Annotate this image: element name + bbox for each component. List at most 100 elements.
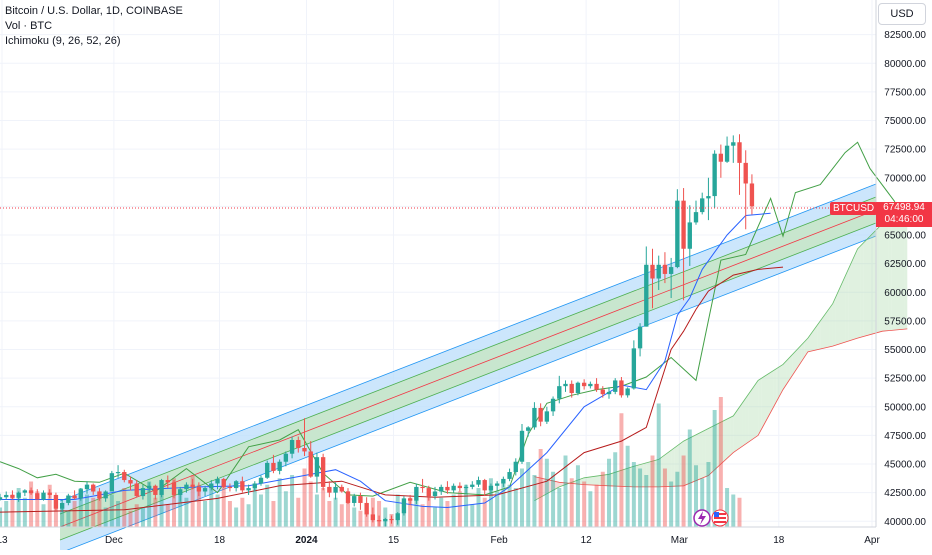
- cloud-segment: [596, 475, 600, 486]
- candle-body: [59, 502, 65, 509]
- volume-indicator-label[interactable]: Vol · BTC: [5, 20, 53, 32]
- time-axis[interactable]: 13Dec18202415Feb12Mar18Apr15: [0, 535, 932, 546]
- candle-body: [364, 502, 369, 515]
- candle-body: [140, 488, 146, 497]
- candle-body: [16, 492, 21, 498]
- candle-body: [650, 264, 655, 279]
- cloud-segment: [817, 320, 821, 350]
- volume-bar: [314, 494, 319, 527]
- cloud-segment: [795, 347, 799, 371]
- cloud-segment: [854, 248, 858, 340]
- cloud-segment: [615, 471, 619, 487]
- volume-bar: [538, 449, 543, 527]
- volume-bar: [532, 475, 537, 527]
- volume-bar: [302, 468, 307, 527]
- candle-body: [53, 494, 59, 509]
- cloud-segment: [624, 468, 628, 487]
- candle-body: [507, 472, 512, 479]
- event-icons[interactable]: [693, 509, 729, 527]
- volume-bar: [0, 507, 2, 527]
- volume-bar: [252, 488, 257, 527]
- candle-body: [463, 486, 469, 489]
- cloud-segment: [745, 393, 749, 444]
- candle-body: [749, 183, 755, 207]
- candle-body: [494, 483, 500, 486]
- candle-body: [258, 477, 264, 484]
- cloud-segment: [621, 469, 625, 487]
- candle-body: [700, 198, 705, 213]
- cloud-segment: [758, 378, 762, 436]
- cloud-segment: [863, 239, 867, 337]
- y-tick-label: 55000.00: [884, 345, 926, 356]
- x-tick-label: Dec: [105, 535, 123, 546]
- volume-bar: [607, 458, 611, 527]
- y-tick-label: 62500.00: [884, 259, 926, 270]
- candle-body: [97, 491, 102, 499]
- candle-body: [252, 483, 257, 489]
- cloud-segment: [546, 479, 550, 494]
- lightning-icon[interactable]: [693, 509, 711, 527]
- candle-body: [352, 496, 357, 503]
- volume-bar: [333, 497, 338, 527]
- volume-bar: [246, 504, 251, 527]
- candle-body: [557, 386, 562, 399]
- candle-body: [432, 491, 438, 497]
- cloud-segment: [612, 472, 616, 487]
- volume-bar: [53, 497, 58, 527]
- candle-body: [190, 484, 195, 487]
- ichimoku-indicator-label[interactable]: Ichimoku (9, 26, 52, 26): [5, 35, 121, 47]
- us-flag-icon[interactable]: [711, 509, 729, 527]
- cloud-segment: [870, 233, 874, 335]
- volume-bar: [439, 497, 444, 527]
- candle-body: [619, 380, 624, 396]
- candlesticks: [0, 134, 755, 527]
- cloud-segment: [829, 303, 833, 347]
- volume-bar: [215, 494, 220, 527]
- volume-bar: [526, 462, 531, 527]
- cloud-segment: [792, 351, 796, 376]
- candle-body: [706, 196, 711, 199]
- cloud-segment: [605, 474, 609, 486]
- candle-body: [41, 492, 46, 500]
- cloud-segment: [705, 428, 709, 477]
- candle-body: [4, 494, 9, 498]
- leading-span-b: [534, 328, 908, 488]
- symbol-title[interactable]: Bitcoin / U.S. Dollar, 1D, COINBASE: [5, 5, 183, 17]
- volume-bar: [128, 510, 133, 527]
- cloud-segment: [832, 296, 836, 347]
- volume-bar: [352, 507, 357, 527]
- cloud-segment: [770, 370, 774, 413]
- volume-bar: [221, 481, 226, 527]
- chart-legend[interactable]: Bitcoin / U.S. Dollar, 1D, COINBASE Vol …: [5, 4, 183, 49]
- candle-body: [233, 481, 239, 489]
- candle-body: [308, 451, 313, 477]
- volume-bar: [358, 510, 363, 527]
- candle-body: [109, 473, 115, 492]
- symbol-price-tag: BTCUSD: [830, 202, 878, 215]
- candle-body: [656, 264, 661, 279]
- volume-bar: [426, 491, 431, 527]
- volume-bar: [60, 507, 65, 527]
- volume-bar: [650, 455, 655, 527]
- candle-body: [320, 457, 326, 487]
- volume-bar: [594, 484, 599, 527]
- volume-bar: [103, 507, 108, 527]
- currency-unit-button[interactable]: USD: [878, 3, 926, 25]
- cloud-segment: [742, 398, 746, 447]
- cloud-segment: [820, 316, 824, 349]
- volume-bar: [134, 504, 139, 527]
- volume-bar: [172, 478, 176, 527]
- cloud-segment: [562, 482, 566, 486]
- cloud-segment: [727, 417, 731, 459]
- candle-body: [333, 486, 338, 493]
- cloud-segment: [897, 220, 902, 330]
- candle-body: [314, 457, 320, 477]
- volume-bar: [346, 491, 350, 527]
- volume-bar: [600, 471, 605, 527]
- cloud-segment: [879, 223, 883, 333]
- cloud-segment: [649, 461, 653, 487]
- channel-line: [59, 196, 877, 515]
- candle-body: [420, 486, 425, 489]
